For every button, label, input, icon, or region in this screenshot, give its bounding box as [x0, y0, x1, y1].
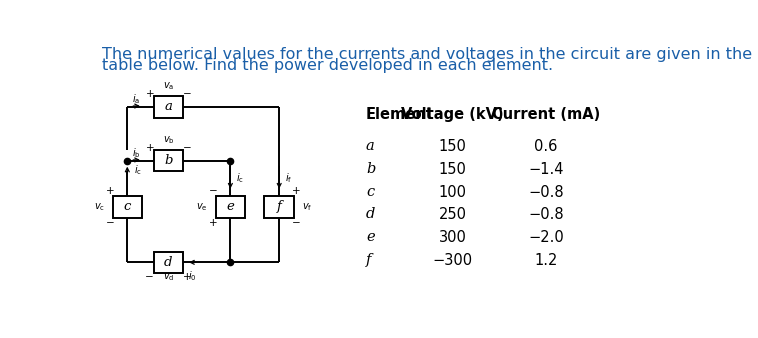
- Text: −0.8: −0.8: [528, 185, 564, 199]
- Text: 300: 300: [439, 230, 467, 245]
- Text: −300: −300: [433, 253, 473, 268]
- Text: $i_{\rm b}$: $i_{\rm b}$: [133, 146, 141, 160]
- Text: $v_{\rm d}$: $v_{\rm d}$: [163, 271, 174, 283]
- Text: −: −: [183, 143, 192, 153]
- Text: 0.6: 0.6: [534, 139, 557, 154]
- Text: +: +: [292, 186, 301, 196]
- Text: $v_{\rm a}$: $v_{\rm a}$: [163, 80, 174, 92]
- Text: 250: 250: [439, 207, 467, 222]
- Text: f: f: [366, 253, 371, 267]
- Text: b: b: [164, 154, 173, 167]
- Text: −0.8: −0.8: [528, 207, 564, 222]
- Bar: [215, 196, 245, 218]
- Text: Current (mA): Current (mA): [492, 107, 600, 122]
- Text: Element: Element: [366, 107, 434, 122]
- Text: Voltage (kV): Voltage (kV): [402, 107, 504, 122]
- Text: c: c: [124, 200, 131, 213]
- Text: $i_{\rm c}$: $i_{\rm c}$: [133, 163, 142, 177]
- Text: e: e: [227, 200, 234, 213]
- Text: c: c: [366, 185, 374, 198]
- Bar: [154, 150, 183, 171]
- Text: d: d: [366, 207, 375, 221]
- Text: $i_{\rm c}$: $i_{\rm c}$: [236, 171, 244, 185]
- Text: a: a: [164, 100, 172, 113]
- Text: The numerical values for the currents and voltages in the circuit are given in t: The numerical values for the currents an…: [102, 47, 753, 62]
- Text: $v_{\rm f}$: $v_{\rm f}$: [302, 201, 312, 213]
- Text: −2.0: −2.0: [528, 230, 564, 245]
- Text: 100: 100: [439, 185, 467, 199]
- Bar: [154, 96, 183, 118]
- Text: −: −: [209, 186, 218, 196]
- Text: −: −: [292, 218, 301, 228]
- Text: +: +: [106, 186, 114, 196]
- Text: e: e: [366, 230, 374, 244]
- Text: +: +: [146, 90, 155, 99]
- Text: $v_{\rm e}$: $v_{\rm e}$: [196, 201, 208, 213]
- Text: +: +: [183, 272, 192, 282]
- Text: +: +: [209, 218, 218, 228]
- Text: 1.2: 1.2: [534, 253, 557, 268]
- Text: −: −: [183, 90, 192, 99]
- Text: $v_{\rm c}$: $v_{\rm c}$: [94, 201, 105, 213]
- Text: $i_{\rm 0}$: $i_{\rm 0}$: [188, 269, 196, 283]
- Text: b: b: [366, 162, 375, 176]
- Text: $i_{\rm a}$: $i_{\rm a}$: [133, 92, 141, 106]
- Text: $v_{\rm b}$: $v_{\rm b}$: [162, 134, 174, 146]
- Text: 150: 150: [439, 139, 467, 154]
- Text: −: −: [145, 272, 153, 282]
- Text: $i_{\rm f}$: $i_{\rm f}$: [284, 171, 292, 185]
- Text: table below. Find the power developed in each element.: table below. Find the power developed in…: [102, 58, 553, 73]
- Text: −: −: [106, 218, 114, 228]
- Text: f: f: [277, 200, 282, 213]
- Bar: [265, 196, 294, 218]
- Text: 150: 150: [439, 162, 467, 177]
- Bar: [154, 251, 183, 273]
- Bar: [113, 196, 142, 218]
- Text: +: +: [146, 143, 155, 153]
- Text: d: d: [164, 256, 173, 269]
- Text: a: a: [366, 139, 374, 153]
- Text: −1.4: −1.4: [528, 162, 563, 177]
